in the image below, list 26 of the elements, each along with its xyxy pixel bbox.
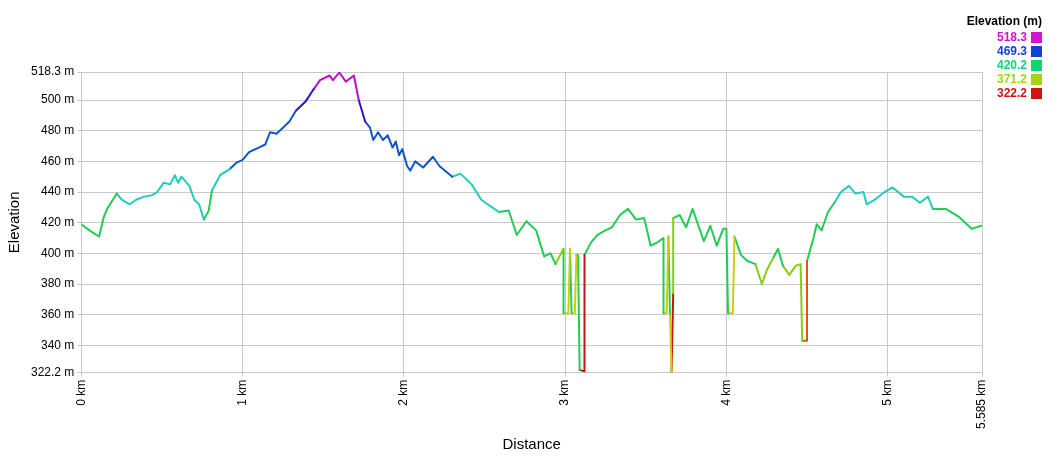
color-bar-label: 420.2: [996, 58, 1027, 72]
color-bar-label: 518.3: [996, 30, 1027, 44]
x-tick-label: 5 km: [879, 379, 894, 406]
color-bar-label: 371.2: [996, 72, 1027, 86]
y-tick-label: 500 m: [41, 92, 75, 107]
color-bar-label: 469.3: [996, 44, 1027, 58]
y-tick-label: 460 m: [41, 153, 75, 168]
y-tick-label: 518.3 m: [31, 64, 75, 79]
y-tick-label: 440 m: [41, 184, 75, 199]
x-tick-label: 5.585 km: [974, 379, 989, 429]
x-tick-label: 0 km: [73, 379, 88, 406]
x-tick-label: 1 km: [234, 379, 249, 406]
y-tick-label: 380 m: [41, 276, 75, 291]
y-tick-label: 400 m: [41, 245, 75, 260]
x-axis-title: Distance: [502, 435, 561, 453]
x-tick-label: 3 km: [557, 379, 572, 406]
y-tick-label: 340 m: [41, 337, 75, 352]
y-tick-label: 322.2 m: [31, 364, 75, 379]
color-bar-title: Elevation (m): [966, 14, 1042, 28]
color-bar-label: 322.2: [996, 86, 1027, 100]
x-tick-label: 4 km: [718, 379, 733, 406]
y-tick-label: 360 m: [41, 307, 75, 321]
y-tick-label: 480 m: [41, 123, 75, 138]
y-axis-title: Elevation: [5, 191, 23, 254]
x-tick-label: 2 km: [396, 379, 411, 406]
y-tick-label: 420 m: [41, 215, 75, 230]
